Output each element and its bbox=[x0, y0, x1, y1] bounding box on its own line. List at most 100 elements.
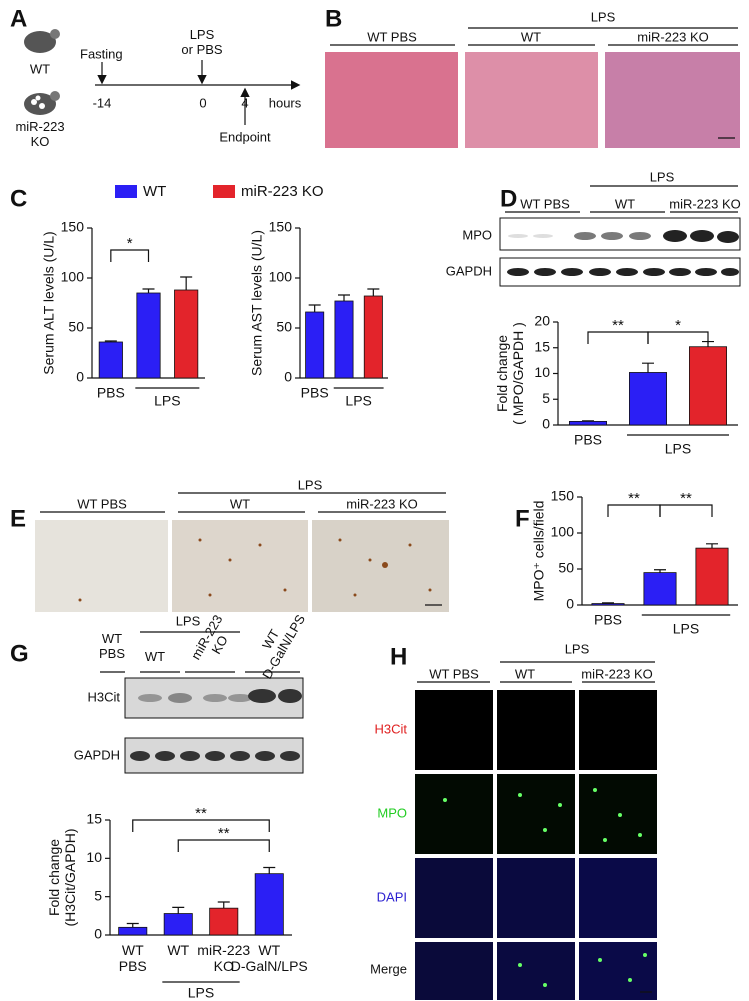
error-bar bbox=[180, 276, 193, 290]
bar bbox=[695, 547, 729, 606]
group-label: LPS bbox=[176, 613, 201, 628]
h3cit-blots bbox=[100, 631, 304, 774]
timeline-tick: 4 bbox=[241, 95, 248, 110]
column-label: WT PBS bbox=[429, 666, 479, 681]
y-tick-label: 100 bbox=[551, 524, 575, 540]
column-label: WT PBS bbox=[77, 496, 127, 511]
column-label: miR-223 KO bbox=[346, 496, 418, 511]
significance-bracket bbox=[132, 819, 270, 832]
x-tick-label-line: D-GalN/LPS bbox=[231, 958, 308, 974]
column-label: WT PBS bbox=[99, 631, 125, 661]
group-label: LPS bbox=[591, 9, 616, 24]
row-label: DAPI bbox=[377, 889, 407, 904]
error-bar bbox=[308, 304, 321, 312]
column-label-line: WT bbox=[102, 631, 122, 646]
if-images bbox=[415, 661, 657, 1000]
column-label: WT bbox=[615, 196, 635, 211]
x-tick-label: PBS bbox=[97, 385, 125, 401]
legend-swatch bbox=[213, 185, 235, 198]
column-label: WT bbox=[230, 496, 250, 511]
timeline-tick: -14 bbox=[93, 95, 112, 110]
panel-letter: H bbox=[390, 643, 407, 670]
error-bar bbox=[338, 294, 350, 301]
timeline-label-line: LPS bbox=[190, 27, 215, 42]
y-axis-label: Serum ALT levels (U/L) bbox=[41, 231, 57, 374]
error-bar bbox=[654, 569, 666, 573]
mouse-label-line: KO bbox=[31, 134, 50, 149]
legend-label: miR-223 KO bbox=[241, 183, 324, 200]
y-axis-label-line: ( MPO/GAPDH ) bbox=[510, 322, 526, 425]
x-tick-label: miR-223 KO bbox=[197, 942, 250, 974]
mouse-icons bbox=[24, 29, 60, 115]
bar bbox=[629, 372, 668, 426]
y-tick-label: 150 bbox=[61, 219, 85, 235]
bar bbox=[334, 300, 354, 379]
y-tick-label: 0 bbox=[94, 926, 102, 942]
row-label: H3Cit bbox=[87, 689, 120, 704]
x-tick-label-line: KO bbox=[214, 958, 234, 974]
column-label: miR-223 KO bbox=[669, 196, 741, 211]
y-tick-label: 150 bbox=[269, 219, 293, 235]
timeline-unit: hours bbox=[269, 95, 302, 110]
bar bbox=[163, 913, 193, 936]
y-tick-label: 5 bbox=[542, 390, 550, 406]
row-label: MPO bbox=[462, 227, 492, 242]
column-label: WT PBS bbox=[367, 29, 417, 44]
x-tick-label-line: WT bbox=[167, 942, 189, 958]
panel-letter: B bbox=[325, 5, 342, 32]
bar bbox=[689, 346, 728, 426]
column-label-line: WT bbox=[145, 649, 165, 664]
y-axis-label: MPO⁺ cells/field bbox=[531, 501, 547, 602]
mouse-label: WT bbox=[30, 61, 50, 76]
y-tick-label: 100 bbox=[269, 269, 293, 285]
group-label: LPS bbox=[650, 169, 675, 184]
x-tick-label: PBS bbox=[594, 612, 622, 628]
mouse-label-line: miR-223 bbox=[15, 119, 64, 134]
x-tick-label-line: WT bbox=[122, 942, 144, 958]
timeline-label: Endpoint bbox=[219, 129, 271, 144]
x-tick-label-line: miR-223 bbox=[197, 942, 250, 958]
y-tick-label: 0 bbox=[542, 416, 550, 432]
y-tick-label: 100 bbox=[61, 269, 85, 285]
error-bar bbox=[142, 288, 155, 293]
bar bbox=[118, 926, 148, 936]
x-tick-label: WT D-GalN/LPS bbox=[231, 942, 308, 974]
y-tick-label: 150 bbox=[551, 488, 575, 504]
significance-label: ** bbox=[628, 490, 640, 507]
timeline bbox=[95, 60, 301, 125]
y-tick-label: 10 bbox=[86, 849, 102, 865]
group-label: LPS bbox=[345, 393, 371, 409]
group-label: LPS bbox=[565, 641, 590, 656]
y-axis-label: Fold change( MPO/GAPDH ) bbox=[494, 322, 526, 425]
timeline-tick: 0 bbox=[199, 95, 206, 110]
he-images bbox=[325, 27, 740, 148]
y-tick-label: 15 bbox=[86, 811, 102, 827]
significance-label: * bbox=[675, 317, 681, 334]
bar bbox=[305, 311, 325, 379]
significance-label: * bbox=[127, 235, 133, 252]
y-tick-label: 15 bbox=[534, 338, 550, 354]
x-tick-label: WT bbox=[167, 942, 189, 958]
group-label: LPS bbox=[665, 441, 691, 457]
error-bar bbox=[104, 340, 117, 342]
column-label: miR-223 KO bbox=[581, 666, 653, 681]
error-bar bbox=[217, 901, 230, 909]
group-label: LPS bbox=[298, 477, 323, 492]
bar bbox=[569, 420, 608, 426]
error-bar bbox=[367, 288, 380, 296]
x-tick-label-line: WT bbox=[258, 942, 280, 958]
panel-letter: G bbox=[10, 640, 29, 667]
column-label: WT bbox=[145, 649, 165, 664]
significance-label: ** bbox=[218, 825, 230, 842]
error-bar bbox=[602, 602, 614, 604]
bar bbox=[643, 572, 677, 606]
mouse-label: miR-223 KO bbox=[15, 119, 64, 149]
mpo-blots bbox=[499, 185, 741, 287]
significance-bracket bbox=[647, 331, 709, 344]
timeline-label: LPS or PBS bbox=[181, 27, 223, 57]
error-bar bbox=[126, 922, 139, 928]
bar bbox=[136, 292, 161, 379]
group-label: LPS bbox=[188, 985, 214, 1001]
y-tick-label: 0 bbox=[566, 596, 574, 612]
